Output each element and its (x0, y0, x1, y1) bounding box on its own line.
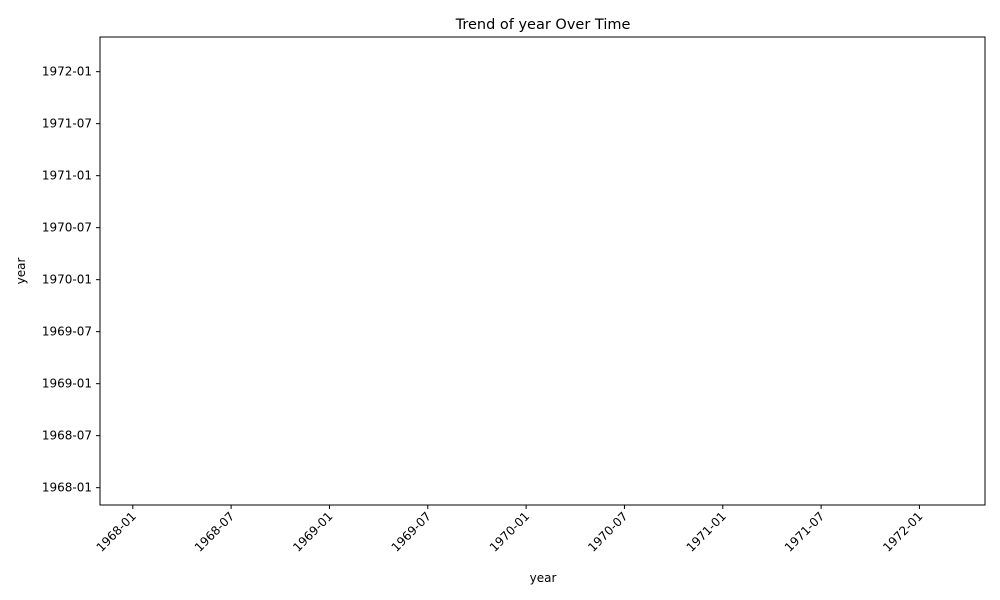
x-axis-label: year (530, 571, 557, 585)
x-tick-label: 1970-01 (487, 509, 532, 554)
y-axis-label: year (14, 258, 28, 285)
x-tick-label: 1968-07 (192, 509, 237, 554)
y-axis: 1968-01 1968-07 1969-01 1969-07 1970-01 1970-… (42, 65, 100, 495)
x-tick-label: 1971-07 (782, 509, 827, 554)
y-tick-label: 1970-07 (42, 221, 92, 235)
y-tick-label: 1969-07 (42, 325, 92, 339)
y-tick-label: 1970-01 (42, 273, 92, 287)
chart-title: Trend of year Over Time (455, 17, 631, 33)
y-tick-label: 1968-07 (42, 429, 92, 443)
plot-area (99, 36, 986, 506)
y-tick-label: 1968-01 (42, 481, 92, 495)
x-axis: 1968-01 1968-07 1969-01 1969-07 1970-01 1970-… (94, 505, 926, 555)
x-tick-label: 1969-07 (389, 509, 434, 554)
y-tick-label: 1971-01 (42, 169, 92, 183)
x-tick-label: 1970-07 (585, 509, 630, 554)
y-tick-label: 1969-01 (42, 377, 92, 391)
x-tick-label: 1969-01 (290, 509, 335, 554)
y-tick-label: 1971-07 (42, 117, 92, 131)
x-tick-label: 1968-01 (94, 509, 139, 554)
x-tick-label: 1972-01 (880, 509, 925, 554)
x-tick-label: 1971-01 (684, 509, 729, 554)
y-tick-label: 1972-01 (42, 65, 92, 79)
